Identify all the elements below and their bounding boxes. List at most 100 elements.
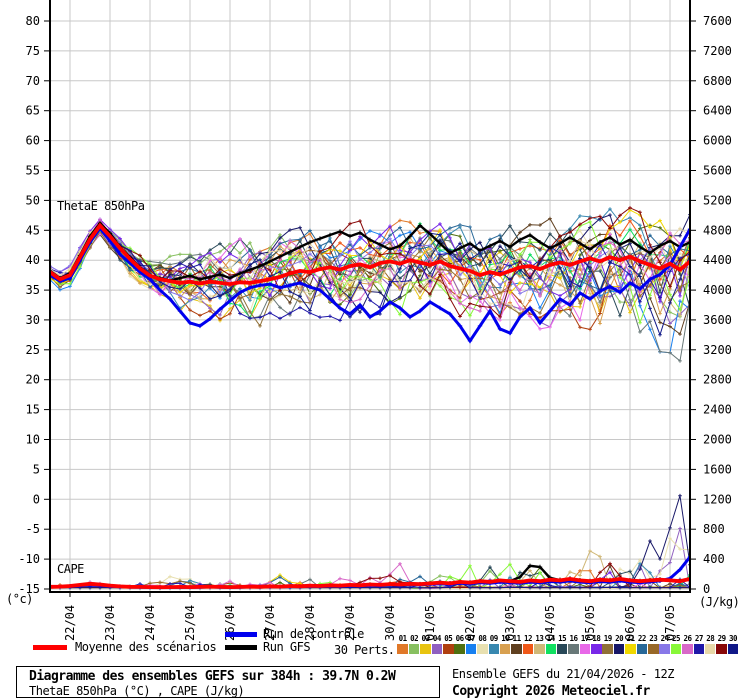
member-number-label: 28 [706, 634, 715, 643]
chart-title: Diagramme des ensembles GEFS sur 384h : … [29, 669, 396, 684]
member-color-swatch [670, 644, 682, 654]
svg-text:55: 55 [26, 164, 40, 178]
member-number-label: 09 [489, 634, 499, 643]
svg-text:22/04: 22/04 [63, 605, 77, 641]
member-color-swatch [648, 644, 659, 654]
svg-text:3600: 3600 [703, 313, 732, 327]
member-number-label: 15 [558, 634, 567, 643]
member-key-cell: 05 [443, 634, 454, 654]
member-key-cell: 14 [545, 634, 557, 654]
svg-text:3200: 3200 [703, 343, 732, 357]
member-key-cell: 19 [602, 634, 613, 654]
member-key-cell: 02 [408, 634, 420, 654]
member-number-label: 05 [444, 634, 453, 643]
svg-text:04/05: 04/05 [543, 605, 557, 641]
member-key-cell: 16 [568, 634, 579, 654]
svg-text:06/05: 06/05 [623, 605, 637, 641]
member-key-cell: 25 [670, 634, 682, 654]
member-number-label: 24 [660, 634, 670, 643]
member-color-swatch [465, 644, 477, 654]
svg-text:24/04: 24/04 [143, 605, 157, 641]
member-color-swatch [443, 644, 454, 654]
member-number-label: 18 [592, 634, 601, 643]
run-info-block: Ensemble GEFS du 21/04/2026 - 12Z Copyri… [452, 667, 674, 699]
member-key-cell: 15 [556, 634, 568, 654]
svg-text:15: 15 [26, 403, 40, 417]
left-axis-unit-label: (°c) [6, 592, 33, 606]
member-number-label: 06 [455, 634, 465, 643]
member-color-swatch [613, 644, 625, 654]
svg-text:50: 50 [26, 193, 40, 207]
svg-text:6400: 6400 [703, 104, 732, 118]
member-color-swatch [716, 644, 727, 654]
member-number-label: 03 [421, 634, 430, 643]
member-number-label: 11 [512, 634, 522, 643]
member-number-label: 20 [615, 634, 624, 643]
svg-text:2800: 2800 [703, 373, 732, 387]
control-legend-label: Run de contrôle [263, 627, 364, 641]
svg-text:-5: -5 [26, 522, 40, 536]
member-number-label: 02 [410, 634, 419, 643]
member-color-swatch [511, 644, 522, 654]
member-color-swatch [579, 644, 591, 654]
svg-text:45: 45 [26, 223, 40, 237]
mean-legend-label: Moyenne des scénarios [75, 640, 217, 654]
member-color-swatch [408, 644, 420, 654]
member-number-label: 27 [694, 634, 704, 643]
member-key-cell: 24 [659, 634, 670, 654]
member-key-cell: 03 [420, 634, 431, 654]
svg-text:5: 5 [33, 462, 40, 476]
copyright-text: Copyright 2026 Meteociel.fr [452, 684, 650, 699]
svg-text:20: 20 [26, 373, 40, 387]
member-number-label: 01 [398, 634, 408, 643]
member-color-swatch [522, 644, 534, 654]
member-key-cell: 10 [499, 634, 511, 654]
member-number-label: 30 [729, 634, 738, 643]
member-key-cell: 26 [682, 634, 693, 654]
svg-text:2000: 2000 [703, 433, 732, 447]
member-color-swatch [556, 644, 568, 654]
member-key-cell: 23 [648, 634, 659, 654]
member-number-label: 21 [626, 634, 635, 643]
thetae-annotation: ThetaE 850hPa [57, 199, 145, 213]
svg-text:-10: -10 [18, 552, 40, 566]
svg-text:26/04: 26/04 [223, 605, 237, 641]
svg-text:800: 800 [703, 522, 725, 536]
svg-text:03/05: 03/05 [503, 605, 517, 641]
member-key-cell: 12 [522, 634, 534, 654]
perturbations-legend-label: 30 Perts. [334, 643, 395, 657]
svg-text:0: 0 [33, 492, 40, 506]
member-key-cell: 09 [488, 634, 500, 654]
member-number-label: 25 [672, 634, 681, 643]
member-color-swatch [591, 644, 602, 654]
svg-text:4000: 4000 [703, 283, 732, 297]
member-key-cell: 27 [693, 634, 705, 654]
svg-text:60: 60 [26, 134, 40, 148]
member-number-label: 13 [535, 634, 544, 643]
member-key-cell: 20 [613, 634, 625, 654]
svg-text:5200: 5200 [703, 193, 732, 207]
member-color-swatch [659, 644, 670, 654]
member-key-cell: 11 [511, 634, 522, 654]
member-number-label: 04 [432, 634, 442, 643]
member-color-swatch [477, 644, 488, 654]
member-color-swatch [625, 644, 636, 654]
member-color-swatch [602, 644, 613, 654]
svg-text:6800: 6800 [703, 74, 732, 88]
run-info-text: Ensemble GEFS du 21/04/2026 - 12Z [452, 667, 674, 681]
member-number-label: 08 [478, 634, 487, 643]
cape-annotation: CAPE [57, 562, 84, 576]
member-color-swatch [727, 644, 739, 654]
member-color-swatch [682, 644, 693, 654]
member-key-cell: 04 [431, 634, 443, 654]
svg-text:02/05: 02/05 [463, 605, 477, 641]
svg-text:7600: 7600 [703, 14, 732, 28]
member-color-swatch [704, 644, 716, 654]
member-number-label: 12 [523, 634, 533, 643]
member-color-swatch [693, 644, 705, 654]
member-color-swatch [488, 644, 500, 654]
svg-text:30: 30 [26, 313, 40, 327]
svg-text:1600: 1600 [703, 462, 732, 476]
svg-text:05/05: 05/05 [583, 605, 597, 641]
